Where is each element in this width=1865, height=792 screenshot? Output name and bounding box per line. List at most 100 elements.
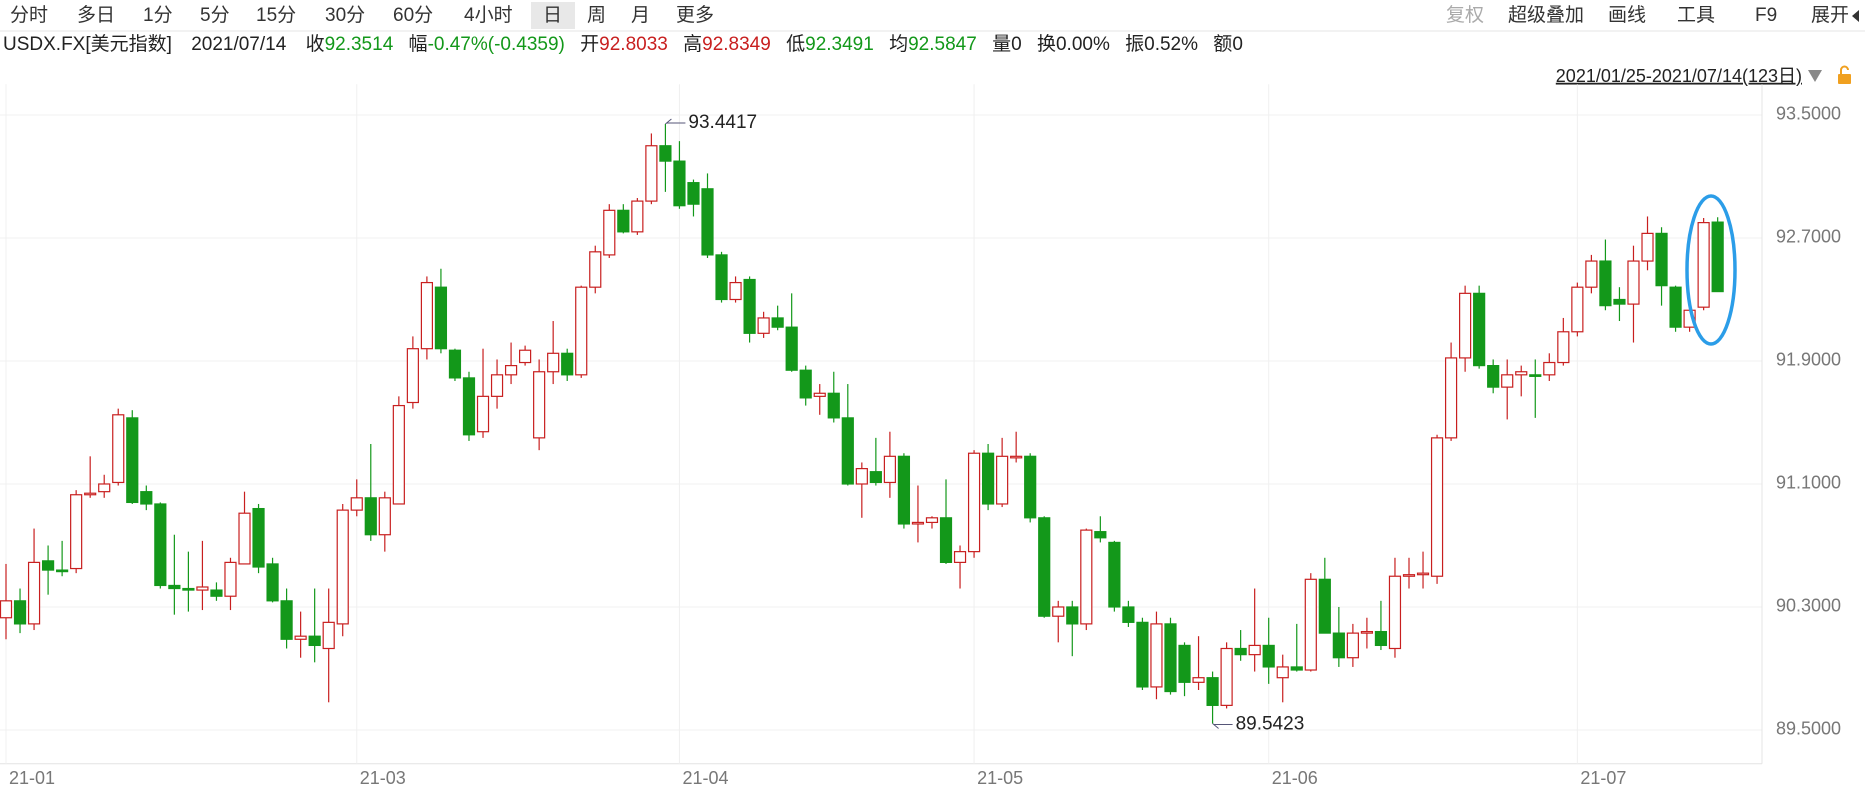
candle-body: [855, 468, 868, 485]
candle-body: [210, 589, 223, 597]
candle-body: [1515, 371, 1528, 376]
candle-body: [1178, 644, 1191, 683]
tool-button[interactable]: 复权: [1446, 4, 1484, 26]
candle-body: [1052, 606, 1065, 617]
tab[interactable]: 30分: [325, 4, 365, 26]
candle-body: [925, 517, 939, 524]
candle-body: [1220, 647, 1233, 706]
tab[interactable]: 15分: [256, 4, 296, 26]
plot: 89.5000 90.3000 91.1000 91.9000 92.7000 93.50…: [0, 84, 1841, 788]
candle-body: [56, 569, 69, 573]
candle-body: [1150, 623, 1163, 688]
candle-body: [1262, 644, 1275, 668]
candle-body: [996, 455, 1009, 505]
candle-body: [126, 417, 139, 504]
candle-body: [939, 517, 953, 563]
y-tick-label: 89.5000: [1776, 719, 1841, 739]
candle-body: [1024, 455, 1037, 519]
volume-value: 0: [1011, 34, 1022, 55]
info-bar: USDX.FX[美元指数] 2021/07/14 收92.3514 幅-0.47…: [3, 33, 1243, 55]
candle-body: [1164, 623, 1177, 693]
tab[interactable]: 多日: [77, 4, 115, 26]
tool-button[interactable]: F9: [1755, 5, 1777, 26]
tab[interactable]: 1分: [143, 4, 173, 26]
candle-body: [701, 188, 714, 256]
tab[interactable]: 4小时: [464, 4, 513, 26]
expand-icon: [1852, 10, 1859, 22]
candle-body: [687, 182, 700, 205]
candle-body: [1038, 517, 1051, 617]
candle-body: [1276, 666, 1289, 679]
candle-body: [27, 561, 41, 625]
high-marker: [665, 118, 686, 125]
candle-body: [504, 365, 518, 376]
candle-body: [589, 251, 602, 288]
low-value: 92.3491: [805, 34, 874, 55]
candle-body: [673, 160, 686, 207]
tool-button[interactable]: 超级叠加: [1508, 4, 1584, 26]
candle-body: [785, 326, 798, 371]
range-label[interactable]: 2021/01/25-2021/07/14(123日): [1556, 66, 1802, 86]
tool-button[interactable]: 画线: [1608, 4, 1646, 26]
candle-body: [645, 145, 658, 202]
candle-body: [406, 348, 419, 404]
info-label: 量: [992, 34, 1011, 55]
candle-body: [98, 483, 111, 493]
candle-body: [154, 503, 167, 587]
lock-shackle: [1840, 65, 1849, 74]
selected-tab-bg: [531, 2, 575, 29]
candle-body: [350, 497, 363, 511]
candle-body: [1697, 222, 1710, 308]
tool-button[interactable]: 工具: [1677, 5, 1715, 26]
candle-body: [1599, 260, 1612, 307]
tab[interactable]: 周: [587, 5, 606, 26]
tab[interactable]: 月: [631, 5, 650, 26]
candle-body: [490, 374, 504, 397]
range-dropdown[interactable]: [1808, 70, 1822, 82]
tab[interactable]: 分时: [10, 4, 48, 26]
tab[interactable]: 日: [543, 5, 562, 26]
toolbar-right: 复权 超级叠加 画线 工具 F9 展开: [1446, 4, 1859, 26]
candle-body: [1711, 221, 1724, 293]
x-tick-label: 21-07: [1580, 768, 1626, 788]
candle-body: [981, 452, 995, 505]
info-label: 开: [580, 34, 599, 55]
x-tick-label: 21-01: [9, 768, 55, 788]
lock-body: [1838, 74, 1851, 84]
y-tick-label: 91.9000: [1776, 350, 1841, 370]
candle-body: [196, 586, 209, 591]
candle-body: [519, 349, 532, 364]
candle-body: [967, 452, 981, 553]
y-tick-label: 93.5000: [1776, 104, 1841, 124]
candle-body: [1627, 260, 1640, 305]
candle-body: [238, 512, 251, 565]
tool-button[interactable]: 展开: [1811, 5, 1849, 26]
candle-body: [476, 395, 490, 433]
candle-body: [1248, 644, 1261, 656]
tab[interactable]: 更多: [676, 4, 714, 26]
candle-body: [743, 278, 756, 334]
high-label: 93.4417: [688, 112, 757, 133]
candle-body: [1346, 632, 1359, 659]
candle-body: [294, 635, 307, 640]
candle-body: [224, 561, 237, 597]
candle-body: [1459, 292, 1472, 359]
candle-body: [757, 317, 770, 334]
change-value: -0.47%(-0.4359): [428, 34, 565, 55]
candle-body: [1669, 286, 1682, 328]
candle-body: [1416, 572, 1430, 576]
candle-body: [1094, 531, 1107, 539]
candle-body: [448, 349, 462, 379]
candle-body: [1557, 331, 1570, 364]
candle-body: [883, 455, 896, 484]
candle-body: [617, 209, 630, 233]
tab[interactable]: 5分: [200, 4, 230, 26]
y-tick-label: 91.1000: [1776, 473, 1841, 493]
x-tick-label: 21-03: [360, 768, 406, 788]
y-tick-label: 92.7000: [1776, 227, 1841, 247]
candle-body: [1543, 361, 1556, 376]
tab[interactable]: 60分: [393, 4, 433, 26]
candle-body: [168, 584, 181, 590]
candle-body: [392, 404, 405, 505]
